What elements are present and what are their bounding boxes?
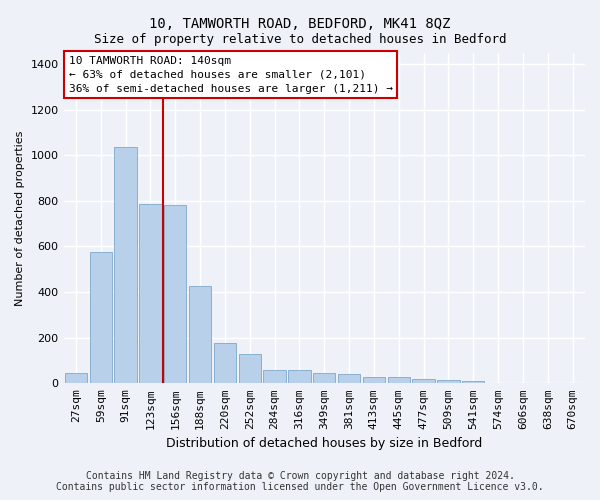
- Bar: [189, 286, 211, 384]
- Bar: [65, 373, 87, 384]
- Text: 10, TAMWORTH ROAD, BEDFORD, MK41 8QZ: 10, TAMWORTH ROAD, BEDFORD, MK41 8QZ: [149, 18, 451, 32]
- Text: Contains HM Land Registry data © Crown copyright and database right 2024.
Contai: Contains HM Land Registry data © Crown c…: [56, 471, 544, 492]
- Bar: [313, 373, 335, 384]
- Bar: [412, 378, 435, 384]
- Bar: [388, 377, 410, 384]
- Bar: [462, 380, 484, 384]
- Text: 10 TAMWORTH ROAD: 140sqm
← 63% of detached houses are smaller (2,101)
36% of sem: 10 TAMWORTH ROAD: 140sqm ← 63% of detach…: [69, 56, 393, 94]
- Bar: [239, 354, 261, 384]
- Bar: [164, 206, 187, 384]
- Bar: [263, 370, 286, 384]
- Bar: [288, 370, 311, 384]
- Bar: [139, 204, 161, 384]
- X-axis label: Distribution of detached houses by size in Bedford: Distribution of detached houses by size …: [166, 437, 482, 450]
- Bar: [115, 147, 137, 384]
- Bar: [338, 374, 360, 384]
- Y-axis label: Number of detached properties: Number of detached properties: [15, 130, 25, 306]
- Bar: [437, 380, 460, 384]
- Text: Size of property relative to detached houses in Bedford: Size of property relative to detached ho…: [94, 32, 506, 46]
- Bar: [89, 252, 112, 384]
- Bar: [363, 377, 385, 384]
- Bar: [214, 344, 236, 384]
